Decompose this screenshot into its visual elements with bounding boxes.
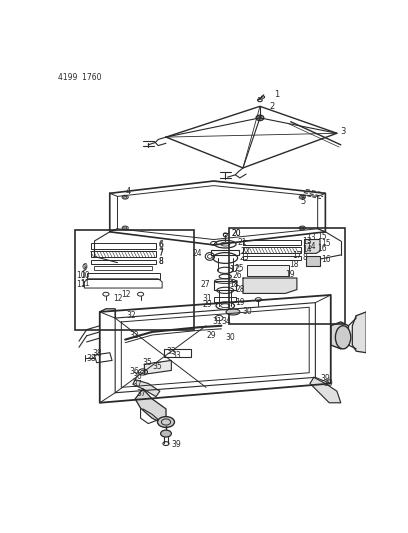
Bar: [164, 349, 191, 357]
Text: 14: 14: [306, 242, 316, 251]
Text: 5: 5: [300, 197, 305, 206]
Text: 8: 8: [158, 257, 163, 266]
Text: 30: 30: [225, 333, 235, 342]
Text: 31: 31: [202, 294, 212, 303]
Polygon shape: [305, 239, 320, 253]
Text: 15: 15: [322, 239, 331, 248]
Text: 35: 35: [152, 362, 162, 371]
Text: 23: 23: [239, 254, 249, 262]
Bar: [94, 266, 152, 270]
Polygon shape: [331, 322, 348, 349]
Text: 12: 12: [113, 294, 123, 303]
Text: 11: 11: [80, 279, 89, 288]
Text: 4: 4: [125, 187, 131, 196]
Ellipse shape: [335, 326, 351, 349]
Text: 29: 29: [202, 300, 212, 309]
Text: 10: 10: [80, 271, 89, 280]
Text: 7: 7: [158, 248, 163, 257]
Bar: [211, 251, 239, 255]
Bar: [215, 281, 236, 290]
Text: 4199  1760: 4199 1760: [58, 74, 102, 82]
Text: 39: 39: [171, 440, 181, 449]
Text: 10: 10: [77, 271, 86, 280]
Text: 36: 36: [129, 367, 139, 376]
Text: 9: 9: [83, 263, 88, 272]
Ellipse shape: [161, 430, 171, 437]
Text: 6: 6: [158, 241, 163, 250]
Text: 17: 17: [292, 251, 302, 260]
Ellipse shape: [157, 417, 175, 427]
Text: 14: 14: [302, 245, 312, 254]
Text: 6: 6: [158, 240, 163, 248]
Bar: [229, 228, 345, 324]
Text: 18: 18: [289, 260, 299, 269]
Text: 38: 38: [86, 353, 96, 362]
Text: 37: 37: [137, 389, 146, 398]
Text: 25: 25: [235, 264, 244, 273]
Text: 26: 26: [233, 271, 243, 280]
Polygon shape: [133, 379, 160, 397]
Bar: [306, 256, 320, 265]
Text: 39: 39: [320, 374, 330, 383]
Polygon shape: [135, 389, 166, 422]
Text: 7: 7: [158, 249, 163, 258]
Text: 13: 13: [306, 233, 316, 243]
Text: 38: 38: [92, 349, 102, 358]
Polygon shape: [353, 312, 366, 353]
Bar: [86, 273, 160, 279]
Bar: [243, 239, 301, 245]
Text: 12: 12: [121, 290, 131, 300]
Bar: [215, 296, 236, 302]
Ellipse shape: [226, 309, 240, 315]
Text: 2: 2: [269, 102, 275, 111]
Text: 36: 36: [133, 372, 143, 381]
Text: 9: 9: [81, 263, 86, 272]
Text: 29: 29: [206, 332, 216, 340]
Text: 27: 27: [201, 280, 210, 289]
Bar: [243, 256, 301, 260]
Text: 28: 28: [235, 285, 245, 294]
Text: 19: 19: [285, 270, 295, 279]
Text: 22: 22: [241, 247, 250, 255]
Bar: [91, 244, 156, 249]
Text: 3: 3: [341, 127, 346, 136]
Text: 32: 32: [127, 311, 136, 320]
Bar: [75, 230, 195, 329]
Polygon shape: [310, 377, 341, 403]
Text: 39: 39: [323, 379, 333, 388]
Polygon shape: [144, 360, 171, 374]
Bar: [247, 265, 289, 276]
Text: 30: 30: [242, 306, 252, 316]
Text: 19: 19: [235, 298, 245, 307]
Text: 8: 8: [158, 256, 163, 265]
Polygon shape: [243, 278, 297, 294]
Text: 37: 37: [133, 380, 143, 389]
Bar: [91, 251, 156, 257]
Text: 8: 8: [302, 254, 307, 262]
Text: 24: 24: [193, 249, 202, 258]
Text: 21: 21: [237, 238, 247, 247]
Text: 15: 15: [318, 232, 327, 241]
Text: 13: 13: [302, 237, 312, 246]
Text: 20: 20: [231, 229, 241, 238]
Text: 34: 34: [222, 317, 231, 326]
Text: 16: 16: [318, 244, 327, 253]
Bar: [91, 260, 156, 264]
Text: 1: 1: [274, 90, 279, 99]
Text: 20: 20: [231, 229, 241, 238]
Text: 18: 18: [229, 280, 239, 289]
Text: 11: 11: [77, 280, 86, 289]
Text: 32: 32: [129, 330, 139, 340]
Text: 31: 31: [212, 318, 222, 326]
Bar: [243, 247, 301, 253]
Text: 16: 16: [322, 255, 331, 264]
Text: 33: 33: [166, 346, 176, 356]
Text: 17: 17: [229, 265, 239, 274]
Text: 33: 33: [171, 351, 181, 360]
Text: 35: 35: [143, 358, 153, 367]
